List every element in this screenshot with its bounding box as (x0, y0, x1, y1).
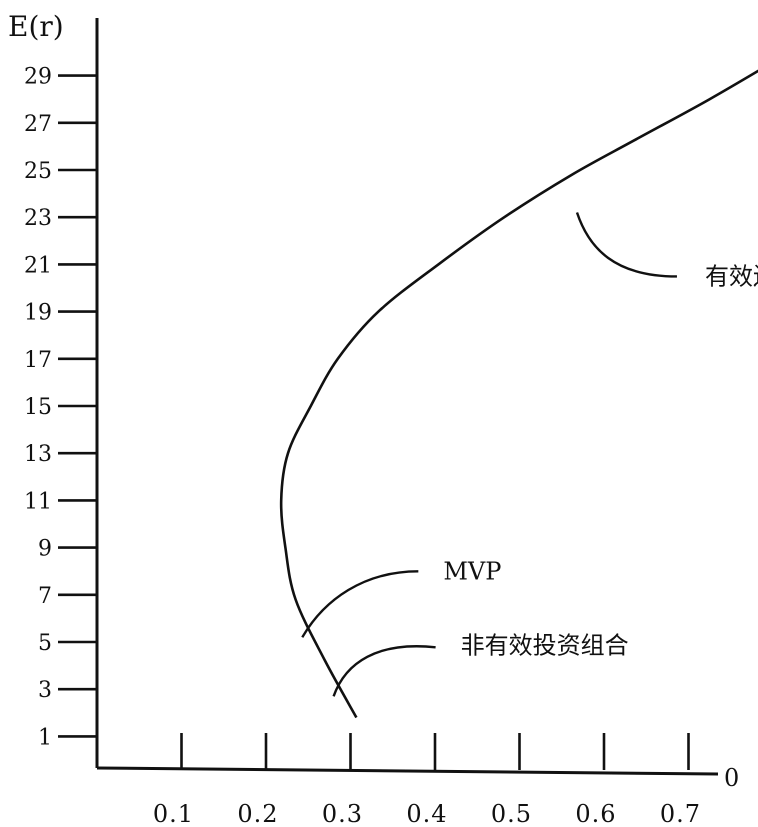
annotations: 有效边界 MVP 非有效投资组合 (301, 212, 758, 697)
x-tick-label: 0.3 (322, 800, 363, 827)
y-tick-label: 7 (38, 584, 52, 609)
frontier-curve (279, 69, 758, 719)
annotation-leader (575, 212, 677, 278)
y-tick-label: 19 (24, 301, 52, 326)
x-tick-label: 0.1 (153, 800, 194, 827)
y-tick-label: 3 (38, 678, 52, 703)
mvp-label: MVP (443, 557, 501, 585)
x-tick-label: 0.2 (237, 800, 278, 827)
x-axis (96, 766, 719, 776)
origin-label: 0 (724, 764, 739, 792)
x-tick-label: 0.4 (406, 800, 447, 827)
inefficient-portfolio-label: 非有效投资组合 (461, 631, 629, 659)
x-tick-label: 0.7 (660, 800, 701, 827)
y-tick-label: 13 (24, 442, 52, 467)
annotation-leader (301, 570, 419, 638)
x-tick-label: 0.6 (575, 800, 616, 827)
efficient-frontier-label: 有效边界 (705, 262, 758, 290)
y-tick-label: 17 (24, 348, 52, 373)
y-tick-label: 5 (38, 631, 52, 656)
y-tick-label: 9 (38, 537, 52, 562)
y-tick-label: 11 (24, 489, 52, 514)
y-tick-label: 29 (24, 65, 52, 90)
y-tick-label: 21 (24, 253, 52, 278)
x-ticks: 0.1 0.2 0.3 0.4 0.5 0.6 0.7 (153, 733, 701, 827)
y-tick-label: 15 (24, 395, 52, 420)
x-tick-label: 0.5 (491, 800, 532, 827)
annotation-leader (332, 645, 436, 697)
y-axis-label: E(r) (8, 10, 64, 43)
y-tick-label: 25 (24, 159, 52, 184)
y-tick-label: 1 (38, 725, 52, 750)
y-tick-label: 23 (24, 206, 52, 231)
axes (95, 18, 719, 776)
y-tick-label: 27 (24, 112, 52, 137)
